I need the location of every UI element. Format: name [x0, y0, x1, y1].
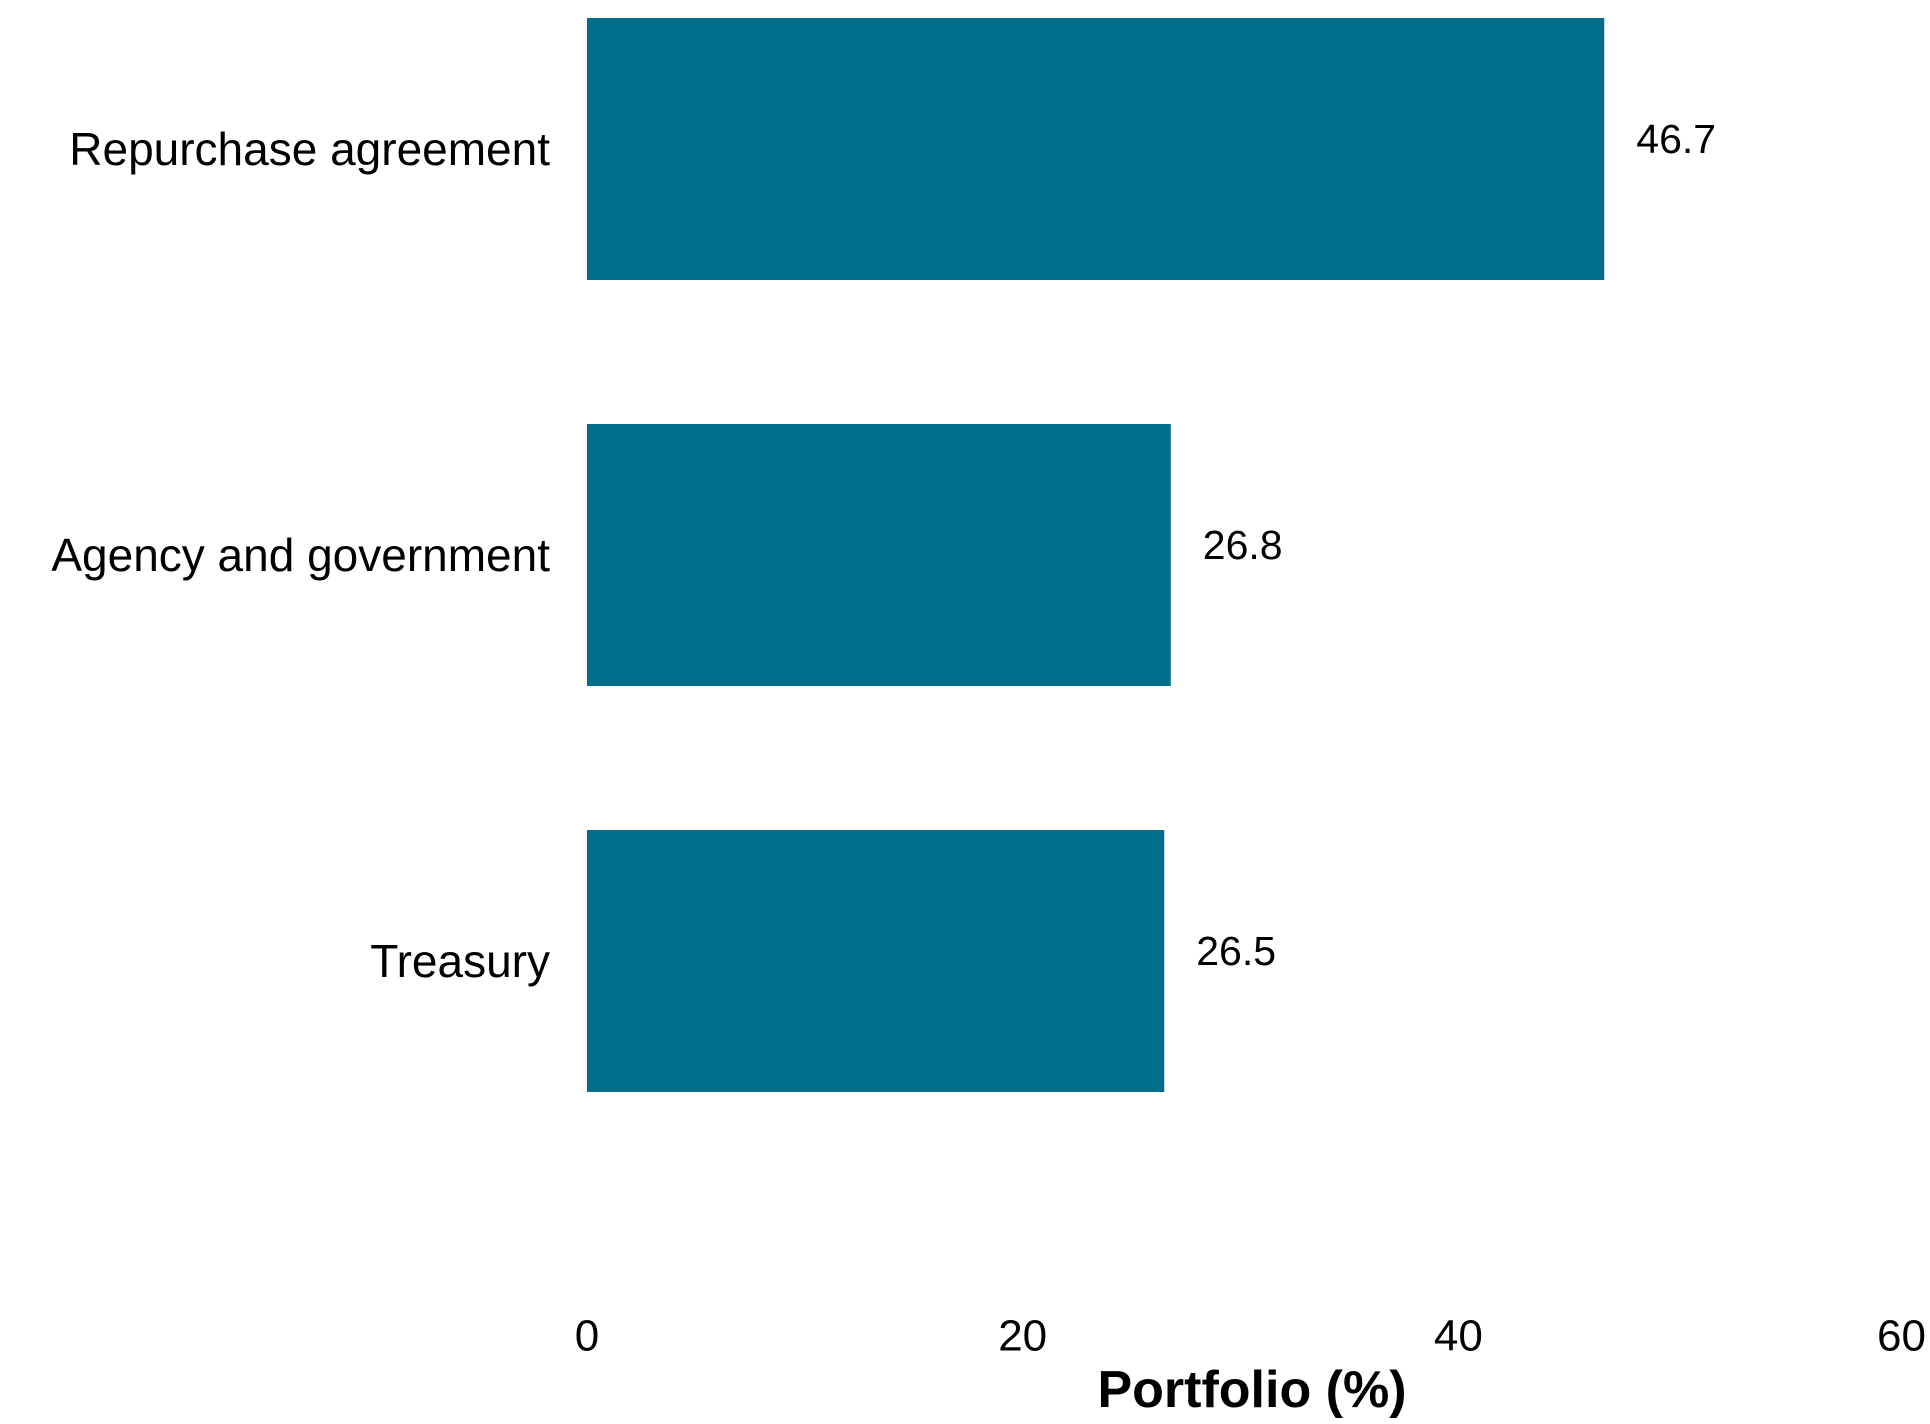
- category-label-agency-and-government: Agency and government: [51, 529, 550, 581]
- category-label-treasury: Treasury: [370, 935, 550, 987]
- bars-layer: [587, 18, 1605, 1092]
- category-labels: Repurchase agreement Agency and governmen…: [51, 123, 550, 987]
- x-tick-label-0: 0: [575, 1312, 599, 1361]
- value-label-repurchase-agreement: 46.7: [1636, 116, 1716, 162]
- bar-repurchase-agreement: [587, 18, 1605, 280]
- x-tick-label-20: 20: [998, 1312, 1047, 1361]
- bar-agency-and-government: [587, 424, 1171, 686]
- value-label-agency-and-government: 26.8: [1203, 522, 1283, 568]
- x-tick-label-40: 40: [1434, 1312, 1483, 1361]
- bar-treasury: [587, 830, 1165, 1092]
- value-labels: 46.7 26.8 26.5: [1196, 116, 1716, 974]
- value-label-treasury: 26.5: [1196, 928, 1276, 974]
- x-axis-title: Portfolio (%): [1097, 1361, 1406, 1419]
- category-label-repurchase-agreement: Repurchase agreement: [69, 123, 550, 175]
- x-axis-ticks: 0 20 40 60: [575, 1312, 1926, 1361]
- x-tick-label-60: 60: [1877, 1312, 1926, 1361]
